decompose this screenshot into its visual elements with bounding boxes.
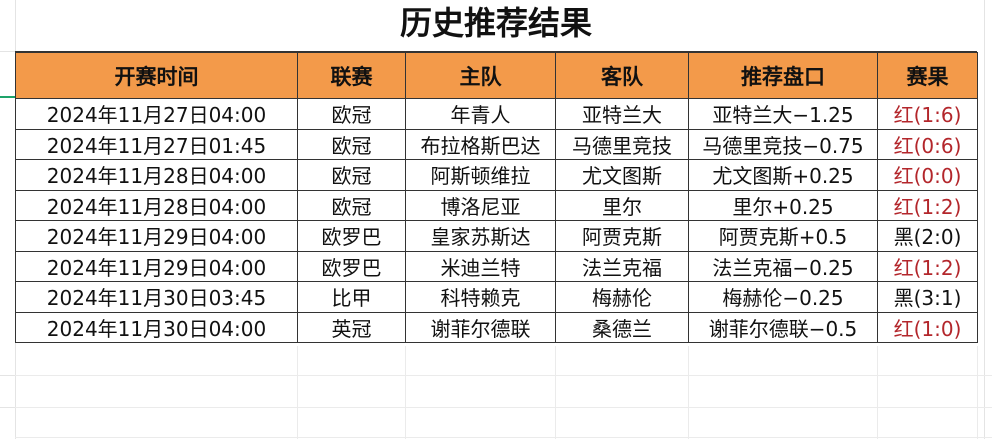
result-cell[interactable]: 红(0:0)	[877, 159, 978, 191]
result-cell[interactable]: 红(0:6)	[877, 128, 978, 160]
league-cell[interactable]: 欧冠	[297, 98, 406, 130]
league-cell[interactable]: 欧冠	[297, 128, 406, 160]
result-cell[interactable]: 红(1:0)	[877, 311, 978, 343]
spreadsheet: 历史推荐结果 开赛时间 联赛 主队 客队 推荐盘口 赛果 2024年11月27日…	[15, 0, 978, 343]
home-team-cell[interactable]: 博洛尼亚	[405, 189, 556, 221]
table-row: 2024年11月27日04:00 欧冠 年青人 亚特兰大 亚特兰大−1.25 红(1:6)	[15, 98, 978, 130]
result-cell[interactable]: 红(1:2)	[877, 189, 978, 221]
recommended-line-cell[interactable]: 尤文图斯+0.25	[688, 159, 878, 191]
table-row: 2024年11月29日04:00 欧罗巴 米迪兰特 法兰克福 法兰克福−0.25 红(1:…	[15, 250, 978, 282]
league-cell[interactable]: 欧冠	[297, 159, 406, 191]
away-team-cell[interactable]: 尤文图斯	[555, 159, 689, 191]
home-team-cell[interactable]: 年青人	[405, 98, 556, 130]
empty-col-line	[405, 346, 406, 439]
selected-row-indicator	[0, 96, 15, 98]
recommended-line-cell[interactable]: 法兰克福−0.25	[688, 250, 878, 282]
empty-col-line	[555, 346, 556, 439]
header-home-team[interactable]: 主队	[405, 52, 556, 99]
kickoff-time-cell[interactable]: 2024年11月27日01:45	[15, 128, 298, 160]
row-header-gutter	[0, 0, 16, 439]
header-league[interactable]: 联赛	[297, 52, 406, 99]
table-row: 2024年11月27日01:45 欧冠 布拉格斯巴达 马德里竞技 马德里竞技−0.75 红…	[15, 128, 978, 160]
empty-col-line	[297, 346, 298, 439]
result-cell[interactable]: 黑(2:0)	[877, 220, 978, 252]
recommended-line-cell[interactable]: 里尔+0.25	[688, 189, 878, 221]
away-team-cell[interactable]: 马德里竞技	[555, 128, 689, 160]
league-cell[interactable]: 比甲	[297, 281, 406, 313]
result-cell[interactable]: 红(1:2)	[877, 250, 978, 282]
empty-col-line	[688, 346, 689, 439]
recommended-line-cell[interactable]: 亚特兰大−1.25	[688, 98, 878, 130]
kickoff-time-cell[interactable]: 2024年11月29日04:00	[15, 220, 298, 252]
home-team-cell[interactable]: 谢菲尔德联	[405, 311, 556, 343]
recommended-line-cell[interactable]: 梅赫伦−0.25	[688, 281, 878, 313]
gridline	[0, 51, 15, 52]
home-team-cell[interactable]: 皇家苏斯达	[405, 220, 556, 252]
away-team-cell[interactable]: 桑德兰	[555, 311, 689, 343]
result-cell[interactable]: 红(1:6)	[877, 98, 978, 130]
away-team-cell[interactable]: 法兰克福	[555, 250, 689, 282]
empty-row-line	[15, 437, 992, 438]
away-team-cell[interactable]: 亚特兰大	[555, 98, 689, 130]
empty-col-line	[877, 346, 878, 439]
recommended-line-cell[interactable]: 阿贾克斯+0.5	[688, 220, 878, 252]
kickoff-time-cell[interactable]: 2024年11月29日04:00	[15, 250, 298, 282]
result-cell[interactable]: 黑(3:1)	[877, 281, 978, 313]
sheet-title[interactable]: 历史推荐结果	[15, 0, 977, 52]
away-team-cell[interactable]: 阿贾克斯	[555, 220, 689, 252]
results-table: 开赛时间 联赛 主队 客队 推荐盘口 赛果 2024年11月27日04:00 欧冠…	[15, 52, 978, 343]
away-team-cell[interactable]: 里尔	[555, 189, 689, 221]
home-team-cell[interactable]: 米迪兰特	[405, 250, 556, 282]
home-team-cell[interactable]: 阿斯顿维拉	[405, 159, 556, 191]
empty-row-line	[15, 407, 992, 408]
table-row: 2024年11月29日04:00 欧罗巴 皇家苏斯达 阿贾克斯 阿贾克斯+0.5 黑(2:…	[15, 220, 978, 252]
recommended-line-cell[interactable]: 谢菲尔德联−0.5	[688, 311, 878, 343]
empty-row-line	[15, 375, 992, 376]
gridline	[0, 375, 15, 376]
home-team-cell[interactable]: 布拉格斯巴达	[405, 128, 556, 160]
header-row: 开赛时间 联赛 主队 客队 推荐盘口 赛果	[15, 52, 978, 99]
league-cell[interactable]: 欧冠	[297, 189, 406, 221]
kickoff-time-cell[interactable]: 2024年11月30日04:00	[15, 311, 298, 343]
league-cell[interactable]: 欧罗巴	[297, 220, 406, 252]
league-cell[interactable]: 欧罗巴	[297, 250, 406, 282]
kickoff-time-cell[interactable]: 2024年11月30日03:45	[15, 281, 298, 313]
header-recommended-line[interactable]: 推荐盘口	[688, 52, 878, 99]
table-row: 2024年11月30日04:00 英冠 谢菲尔德联 桑德兰 谢菲尔德联−0.5 红(1:0…	[15, 311, 978, 343]
recommended-line-cell[interactable]: 马德里竞技−0.75	[688, 128, 878, 160]
header-away-team[interactable]: 客队	[555, 52, 689, 99]
table-row: 2024年11月28日04:00 欧冠 博洛尼亚 里尔 里尔+0.25 红(1:2)	[15, 189, 978, 221]
kickoff-time-cell[interactable]: 2024年11月28日04:00	[15, 189, 298, 221]
league-cell[interactable]: 英冠	[297, 311, 406, 343]
gridline	[984, 0, 985, 439]
empty-col-line	[977, 346, 978, 439]
header-kickoff-time[interactable]: 开赛时间	[15, 52, 298, 99]
header-result[interactable]: 赛果	[877, 52, 978, 99]
away-team-cell[interactable]: 梅赫伦	[555, 281, 689, 313]
table-row: 2024年11月28日04:00 欧冠 阿斯顿维拉 尤文图斯 尤文图斯+0.25 红(0:…	[15, 159, 978, 191]
table-row: 2024年11月30日03:45 比甲 科特赖克 梅赫伦 梅赫伦−0.25 黑(3:1)	[15, 281, 978, 313]
kickoff-time-cell[interactable]: 2024年11月28日04:00	[15, 159, 298, 191]
gridline	[0, 407, 15, 408]
home-team-cell[interactable]: 科特赖克	[405, 281, 556, 313]
kickoff-time-cell[interactable]: 2024年11月27日04:00	[15, 98, 298, 130]
